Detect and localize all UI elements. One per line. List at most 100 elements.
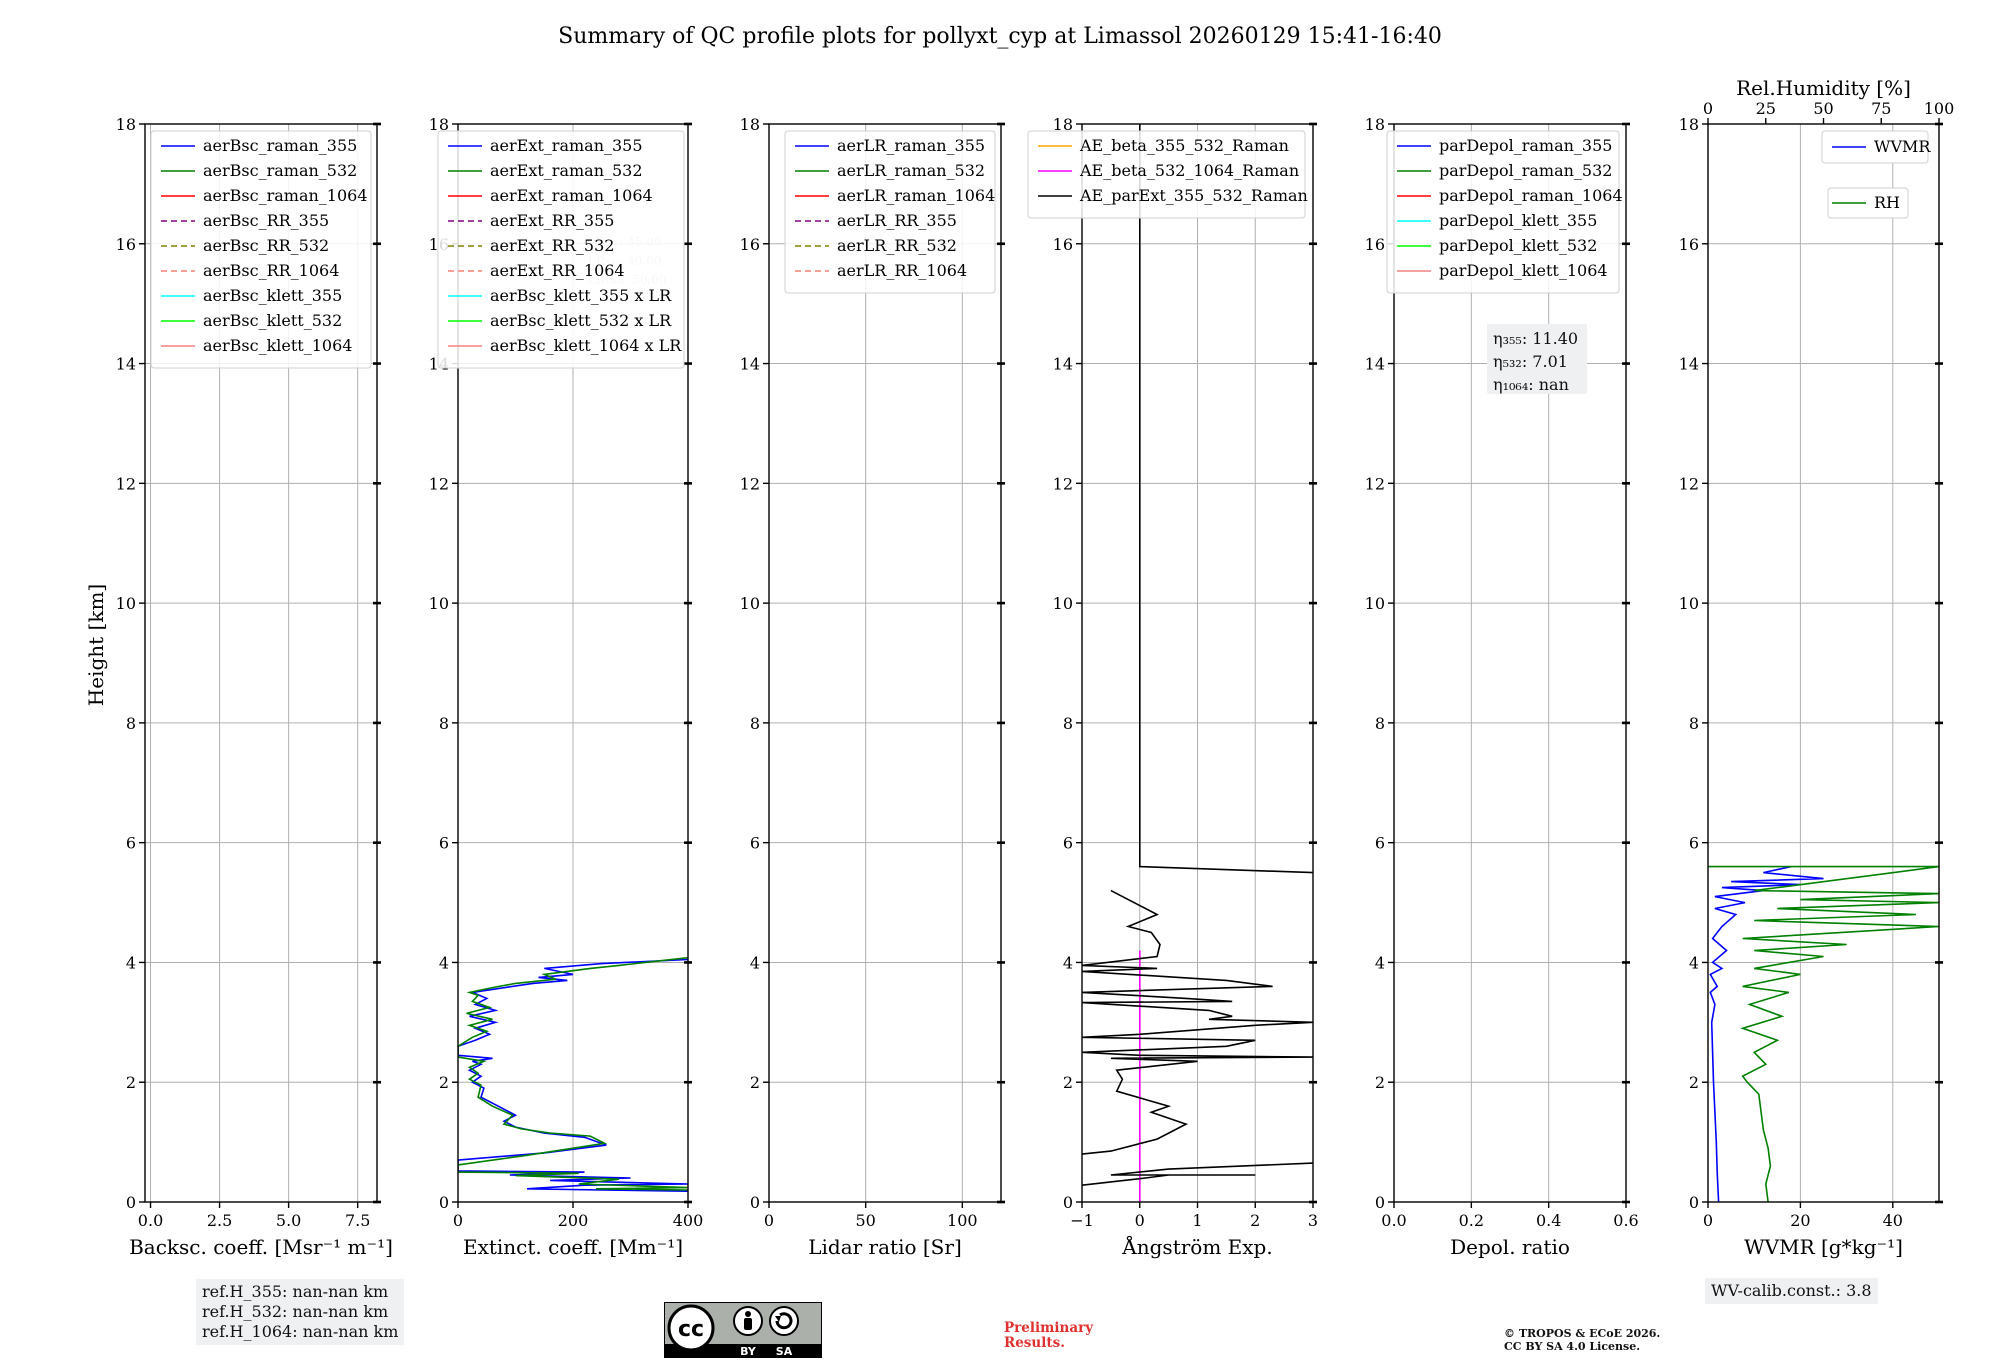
y-tick-label: 18 [740, 115, 760, 134]
legend-entry: AE_beta_355_532_Raman [1079, 136, 1289, 155]
y-tick-label: 12 [116, 474, 136, 493]
x-tick-label: 20 [1790, 1211, 1810, 1230]
y-tick-label: 6 [1689, 834, 1699, 853]
copyright-note: © TROPOS & ECoE 2026. CC BY SA 4.0 Licen… [1504, 1327, 1660, 1353]
legend-entry: aerBsc_RR_532 [203, 236, 329, 255]
legend-entry: parDepol_raman_355 [1439, 136, 1612, 155]
reference-height-box: ref.H_355: nan-nan km ref.H_532: nan-nan… [196, 1279, 405, 1345]
x-axis-label: Depol. ratio [1450, 1235, 1570, 1259]
legend-entry: aerLR_RR_355 [837, 211, 957, 230]
legend-box [784, 130, 996, 294]
figure-title: Summary of QC profile plots for pollyxt_… [558, 24, 1442, 49]
panel-backscatter: 0 2 4 6 8 10 12 14 16 18 0.0 2.5 5.0 7.5 Backsc. coeff… [116, 115, 393, 1259]
x-tick-label: 0.2 [1459, 1211, 1484, 1230]
copyright-line-1: © TROPOS & ECoE 2026. [1504, 1327, 1661, 1340]
y-tick-label: 8 [750, 714, 760, 733]
y-tick-label: 16 [1365, 235, 1385, 254]
y-tick-label: 0 [1375, 1193, 1385, 1212]
y-tick-label: 6 [126, 834, 136, 853]
y-tick-label: 14 [116, 355, 136, 374]
y-tick-label: 4 [1375, 953, 1385, 972]
top-x-tick-label: 25 [1756, 99, 1776, 118]
legend-entry: aerBsc_klett_1064 x LR [490, 336, 682, 355]
y-tick-label: 12 [740, 474, 760, 493]
annotation-box [1487, 324, 1587, 394]
y-tick-label: 0 [1689, 1193, 1699, 1212]
cc-license-badge: cc BY SA [664, 1302, 822, 1358]
y-tick-label: 2 [1375, 1073, 1385, 1092]
x-tick-label: 0.0 [1381, 1211, 1406, 1230]
refh-532: ref.H_532: nan-nan km [202, 1302, 389, 1321]
top-x-tick-label: 100 [1924, 99, 1955, 118]
y-tick-label: 2 [1689, 1073, 1699, 1092]
legend-entry: WVMR [1874, 137, 1931, 156]
y-tick-label: 18 [1679, 115, 1699, 134]
y-tick-label: 16 [740, 235, 760, 254]
preliminary-line-1: Preliminary [1004, 1320, 1094, 1336]
y-tick-label: 2 [126, 1073, 136, 1092]
legend-entry: aerExt_raman_1064 [490, 186, 653, 205]
x-tick-label: 3 [1308, 1211, 1318, 1230]
legend-entry: aerExt_raman_355 [490, 136, 643, 155]
top-x-axis-label: Rel.Humidity [%] [1736, 76, 1911, 100]
legend-entry: aerExt_RR_532 [490, 236, 614, 255]
plot-frame [1707, 123, 1940, 1203]
wv-calibration-box: WV-calib.const.: 3.8 [1705, 1278, 1878, 1304]
x-tick-label: 100 [947, 1211, 978, 1230]
top-x-tick-label: 50 [1813, 99, 1833, 118]
legend: aerExt_raman_355 aerExt_raman_532 aerExt_r… [437, 130, 685, 369]
y-tick-label: 18 [1365, 115, 1385, 134]
x-axis-label: Backsc. coeff. [Msr⁻¹ m⁻¹] [129, 1235, 393, 1259]
legend-entry: aerBsc_raman_355 [203, 136, 357, 155]
y-tick-label: 2 [439, 1073, 449, 1092]
y-tick-label: 0 [439, 1193, 449, 1212]
y-tick-label: 6 [1063, 834, 1073, 853]
legend-entry: AE_parExt_355_532_Raman [1079, 186, 1308, 205]
y-tick-label: 2 [750, 1073, 760, 1092]
legend-box [437, 130, 685, 369]
x-axis-label: Ångström Exp. [1121, 1234, 1272, 1259]
legend-box [1027, 130, 1306, 219]
legend-entry: aerLR_raman_355 [837, 136, 985, 155]
preliminary-line-2: Results. [1004, 1335, 1065, 1351]
x-tick-label: 200 [558, 1211, 589, 1230]
y-tick-label: 16 [1679, 235, 1699, 254]
panel-depol: 0 2 4 6 8 10 12 14 16 18 0.0 0.2 0.4 0.6 Depol. ratio η… [1365, 115, 1639, 1259]
legend-entry: aerBsc_raman_1064 [203, 186, 368, 205]
top-x-tick-label: 0 [1703, 99, 1713, 118]
panel-lidar_ratio: 0 2 4 6 8 10 12 14 16 18 0 50 100 Lidar ratio [Sr] aer… [740, 115, 1005, 1259]
y-tick-label: 16 [1053, 235, 1073, 254]
y-tick-label: 14 [740, 355, 760, 374]
legend-entry: aerLR_RR_1064 [837, 261, 967, 280]
sa-label: SA [776, 1345, 793, 1358]
y-tick-label: 10 [429, 594, 449, 613]
x-tick-label: 0 [1703, 1211, 1713, 1230]
legend-box-rh [1827, 187, 1909, 219]
y-tick-label: 12 [1679, 474, 1699, 493]
legend-entry: aerBsc_klett_532 x LR [490, 311, 672, 330]
y-tick-label: 10 [1365, 594, 1385, 613]
series-AE_parExt_355_532_Raman [1082, 889, 1313, 1155]
cc-icon [667, 1304, 715, 1352]
legend-entry: aerBsc_klett_355 x LR [490, 286, 672, 305]
x-tick-label: −1 [1070, 1211, 1094, 1230]
y-tick-label: 14 [1365, 355, 1385, 374]
y-tick-label: 4 [750, 953, 760, 972]
legend: parDepol_raman_355 parDepol_raman_532 parD… [1386, 130, 1623, 294]
x-tick-label: 0 [453, 1211, 463, 1230]
y-tick-label: 10 [1053, 594, 1073, 613]
annotation-text: η₅₃₂: 7.01 [1493, 352, 1568, 371]
wv-calib-text: WV-calib.const.: 3.8 [1711, 1281, 1872, 1300]
y-tick-label: 8 [1063, 714, 1073, 733]
legend-entry: aerLR_raman_532 [837, 161, 985, 180]
y-tick-label: 8 [1689, 714, 1699, 733]
y-tick-label: 6 [750, 834, 760, 853]
series-AE_parExt_355_532_Raman [1139, 124, 1313, 874]
y-tick-label: 6 [1375, 834, 1385, 853]
y-tick-label: 4 [439, 953, 449, 972]
legend-entry: RH [1874, 193, 1900, 212]
legend-entry: aerLR_raman_1064 [837, 186, 995, 205]
y-tick-label: 0 [1063, 1193, 1073, 1212]
